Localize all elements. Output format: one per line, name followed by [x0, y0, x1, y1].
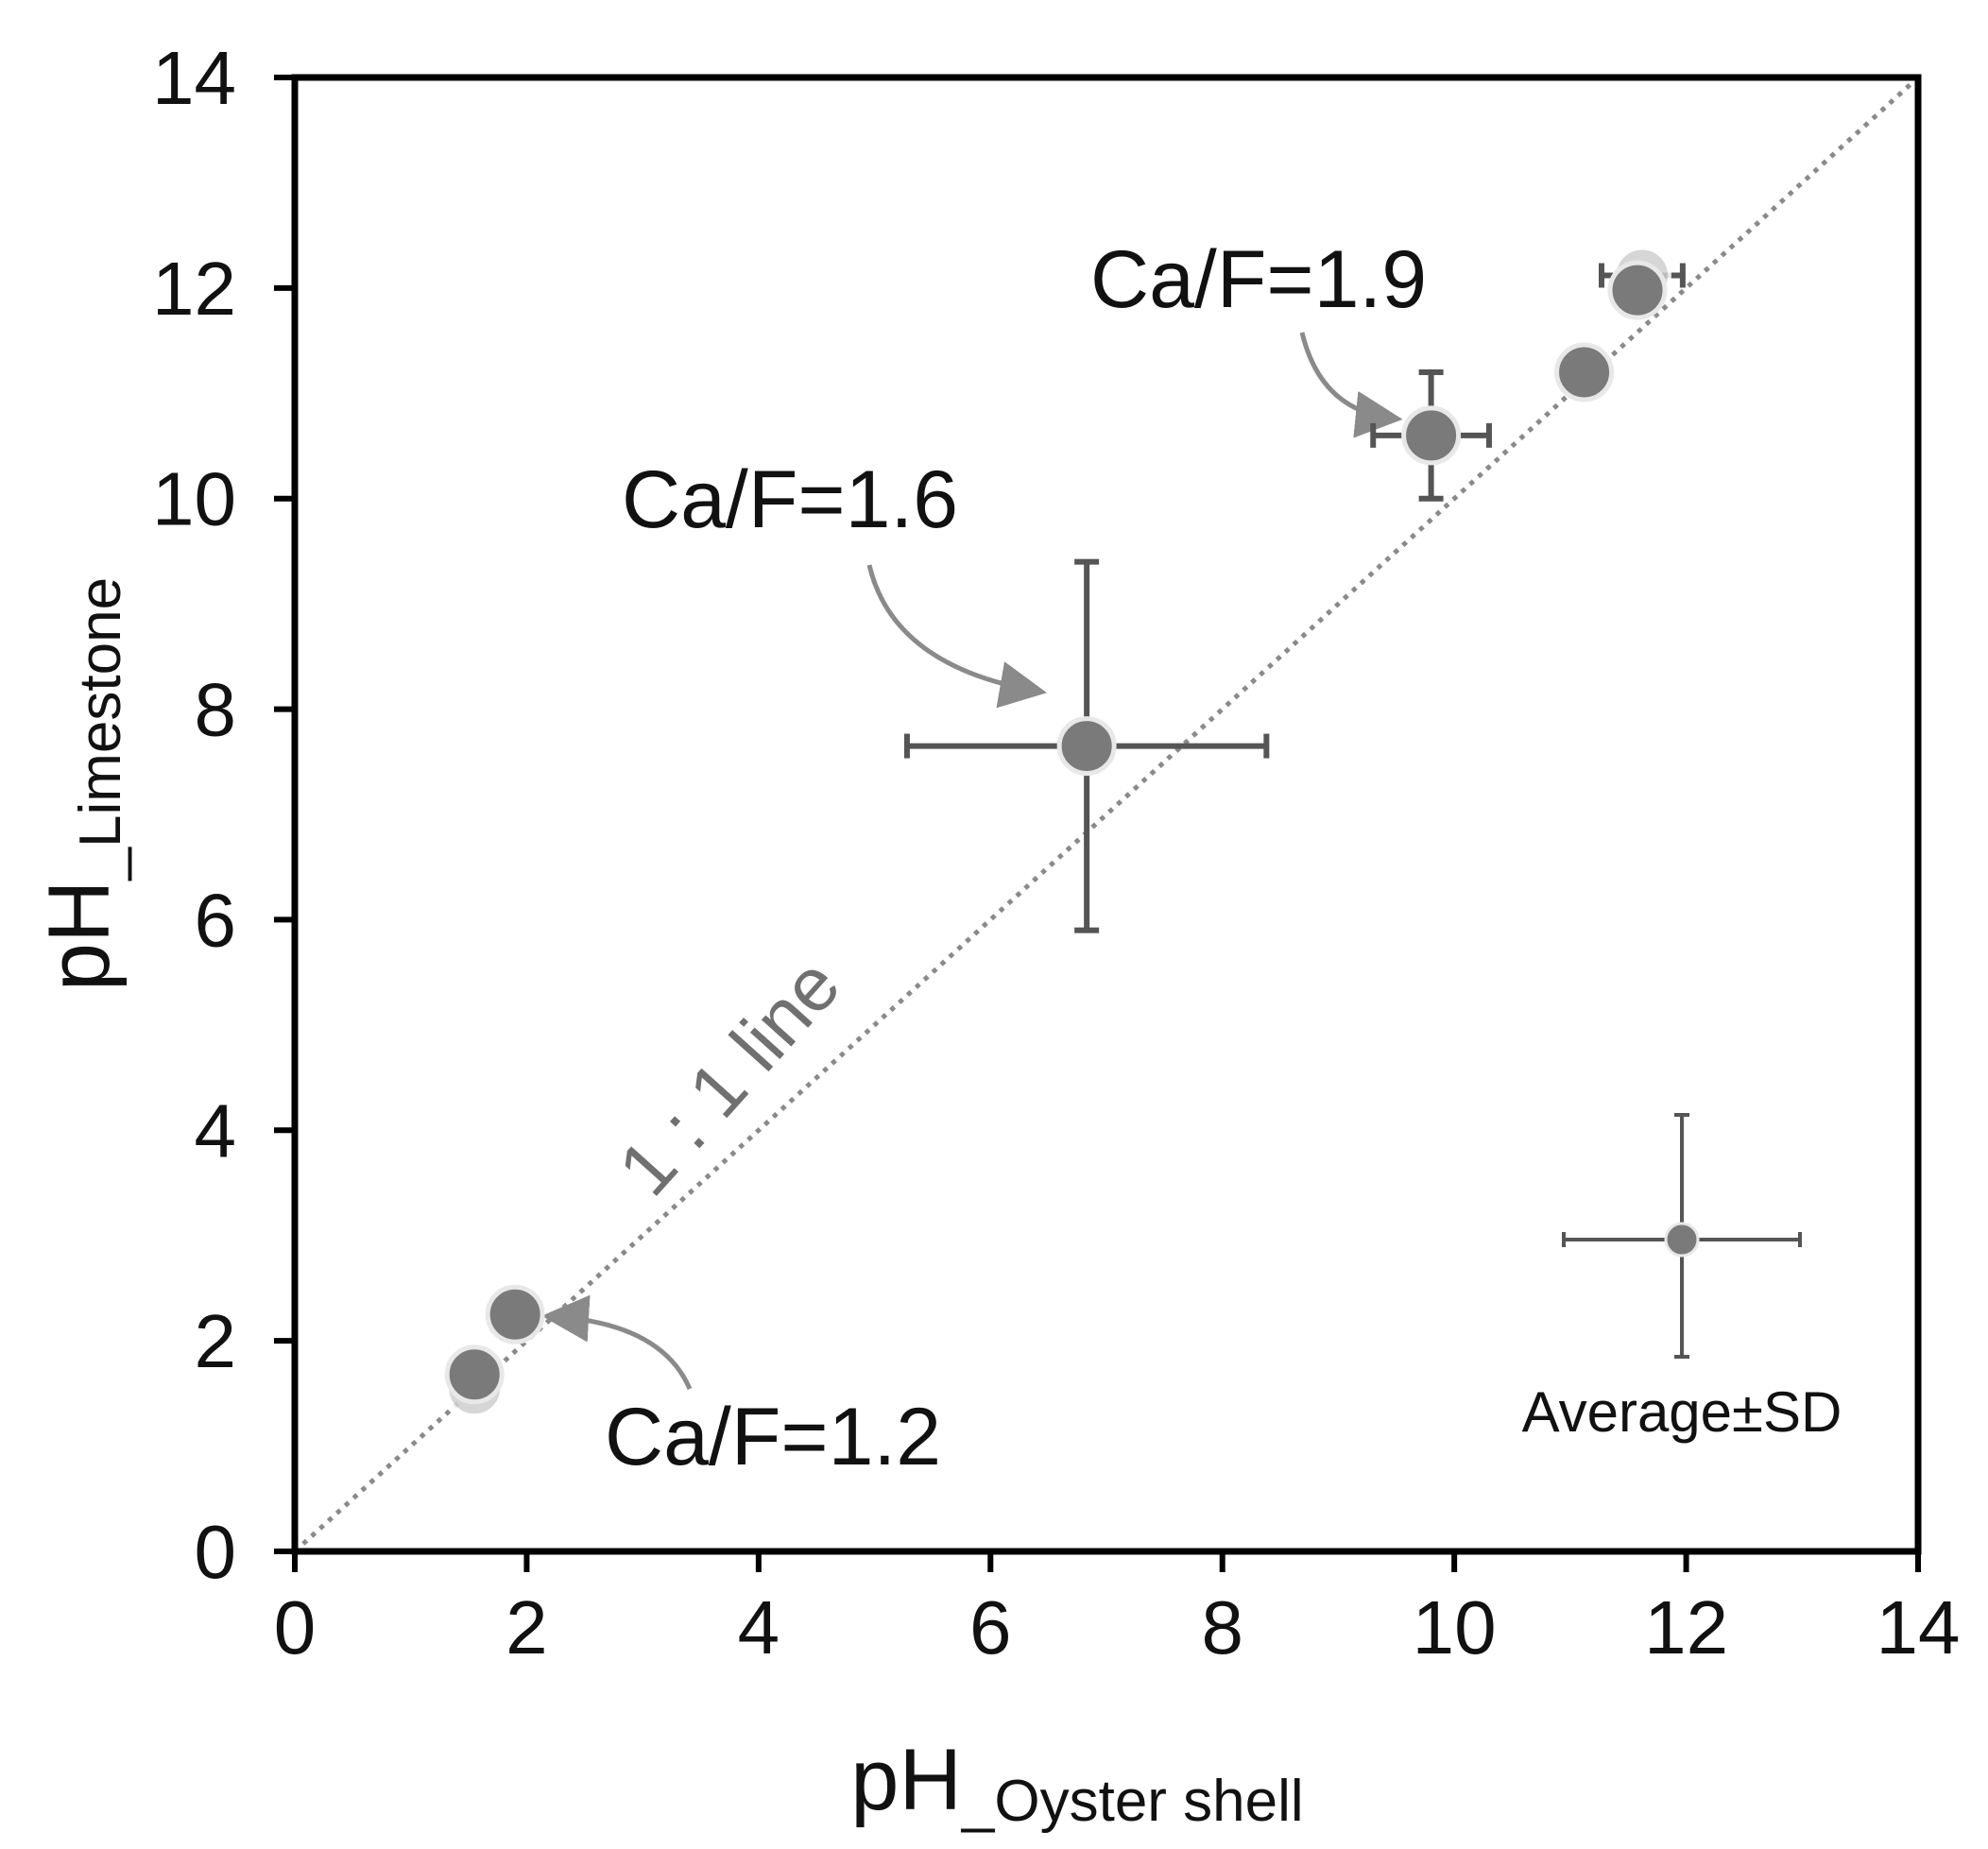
y-axis-title-main: pH	[31, 880, 128, 991]
x-tick-label: 4	[738, 1585, 780, 1669]
annotation-arrow	[1299, 332, 1403, 438]
x-tick-label: 0	[274, 1585, 317, 1669]
data-point	[1554, 342, 1615, 402]
y-tick-label: 4	[195, 1088, 237, 1173]
data-point	[1401, 405, 1462, 466]
y-tick-label: 12	[152, 247, 236, 331]
y-tick-label: 6	[195, 878, 237, 962]
data-points	[444, 246, 1671, 1418]
legend	[1562, 1113, 1802, 1359]
x-tick-label: 6	[969, 1585, 1012, 1669]
annotation-arrow	[541, 1294, 693, 1390]
y-axis-title-sub: _Limestone	[68, 577, 133, 882]
x-axis-title-sub: _Oyster shell	[961, 1769, 1304, 1834]
x-axis-title-main: pH	[850, 1732, 962, 1828]
x-tick-label: 14	[1877, 1585, 1961, 1669]
y-tick-label: 14	[152, 36, 236, 120]
plot-border	[291, 74, 1922, 1555]
y-tick-label: 8	[195, 668, 237, 752]
y-tick-label: 10	[152, 457, 236, 541]
data-point	[1056, 716, 1117, 777]
annotation-arrow	[866, 564, 1047, 709]
axis-ticks: 0 2 4 6 8 10 12 14 0 2 4 6 8 10 12 14	[152, 36, 1960, 1669]
data-point	[444, 1344, 505, 1405]
y-tick-label: 0	[195, 1510, 237, 1594]
annotation-ca-f-1-2: Ca/F=1.2	[605, 1392, 941, 1482]
x-axis-title: pH_Oyster shell	[850, 1732, 1303, 1834]
legend-marker	[1664, 1222, 1700, 1258]
x-tick-label: 8	[1201, 1585, 1243, 1669]
x-tick-label: 10	[1413, 1585, 1497, 1669]
legend-label: Average±SD	[1522, 1380, 1842, 1444]
plot-frame	[291, 74, 1922, 1555]
x-tick-label: 2	[506, 1585, 548, 1669]
y-axis-title: pH_Limestone	[31, 577, 133, 991]
y-tick-label: 2	[195, 1299, 237, 1383]
annotation-ca-f-1-6: Ca/F=1.6	[622, 454, 958, 545]
annotation-ca-f-1-9: Ca/F=1.9	[1090, 234, 1427, 325]
data-point	[1607, 260, 1668, 320]
annotation-arrows	[541, 332, 1403, 1390]
x-tick-label: 12	[1644, 1585, 1728, 1669]
data-point	[485, 1284, 545, 1344]
